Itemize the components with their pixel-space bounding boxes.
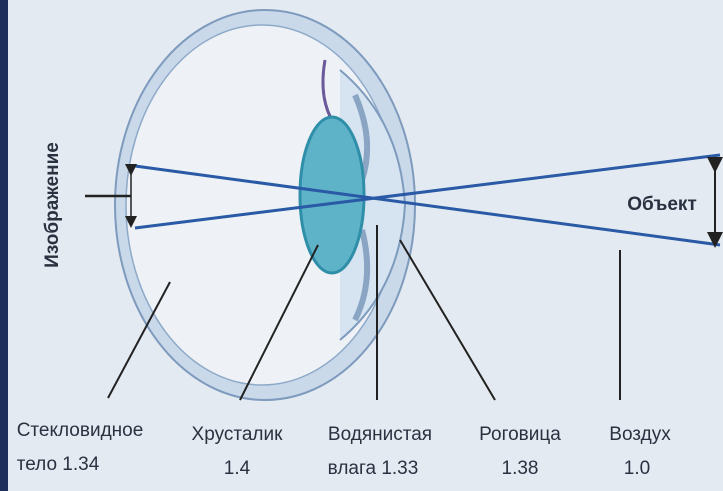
- label-name: Стекловидное: [17, 420, 144, 441]
- label-detail: 1.38: [502, 458, 539, 479]
- label-name: Воздух: [609, 424, 671, 445]
- label-detail: влага 1.33: [328, 458, 419, 479]
- label-detail: 1.4: [224, 458, 251, 479]
- label-name: Роговица: [479, 424, 561, 445]
- eye-diagram: Изображение Объект Стекловидное тело 1.3…: [0, 0, 723, 491]
- label-name: Хрусталик: [192, 424, 284, 445]
- label-detail: 1.0: [624, 458, 650, 479]
- edge-strip: [0, 0, 8, 491]
- label-name: Водянистая: [328, 424, 432, 445]
- image-label: Изображение: [42, 142, 63, 268]
- label-detail: тело 1.34: [17, 454, 100, 475]
- object-label: Объект: [627, 194, 697, 215]
